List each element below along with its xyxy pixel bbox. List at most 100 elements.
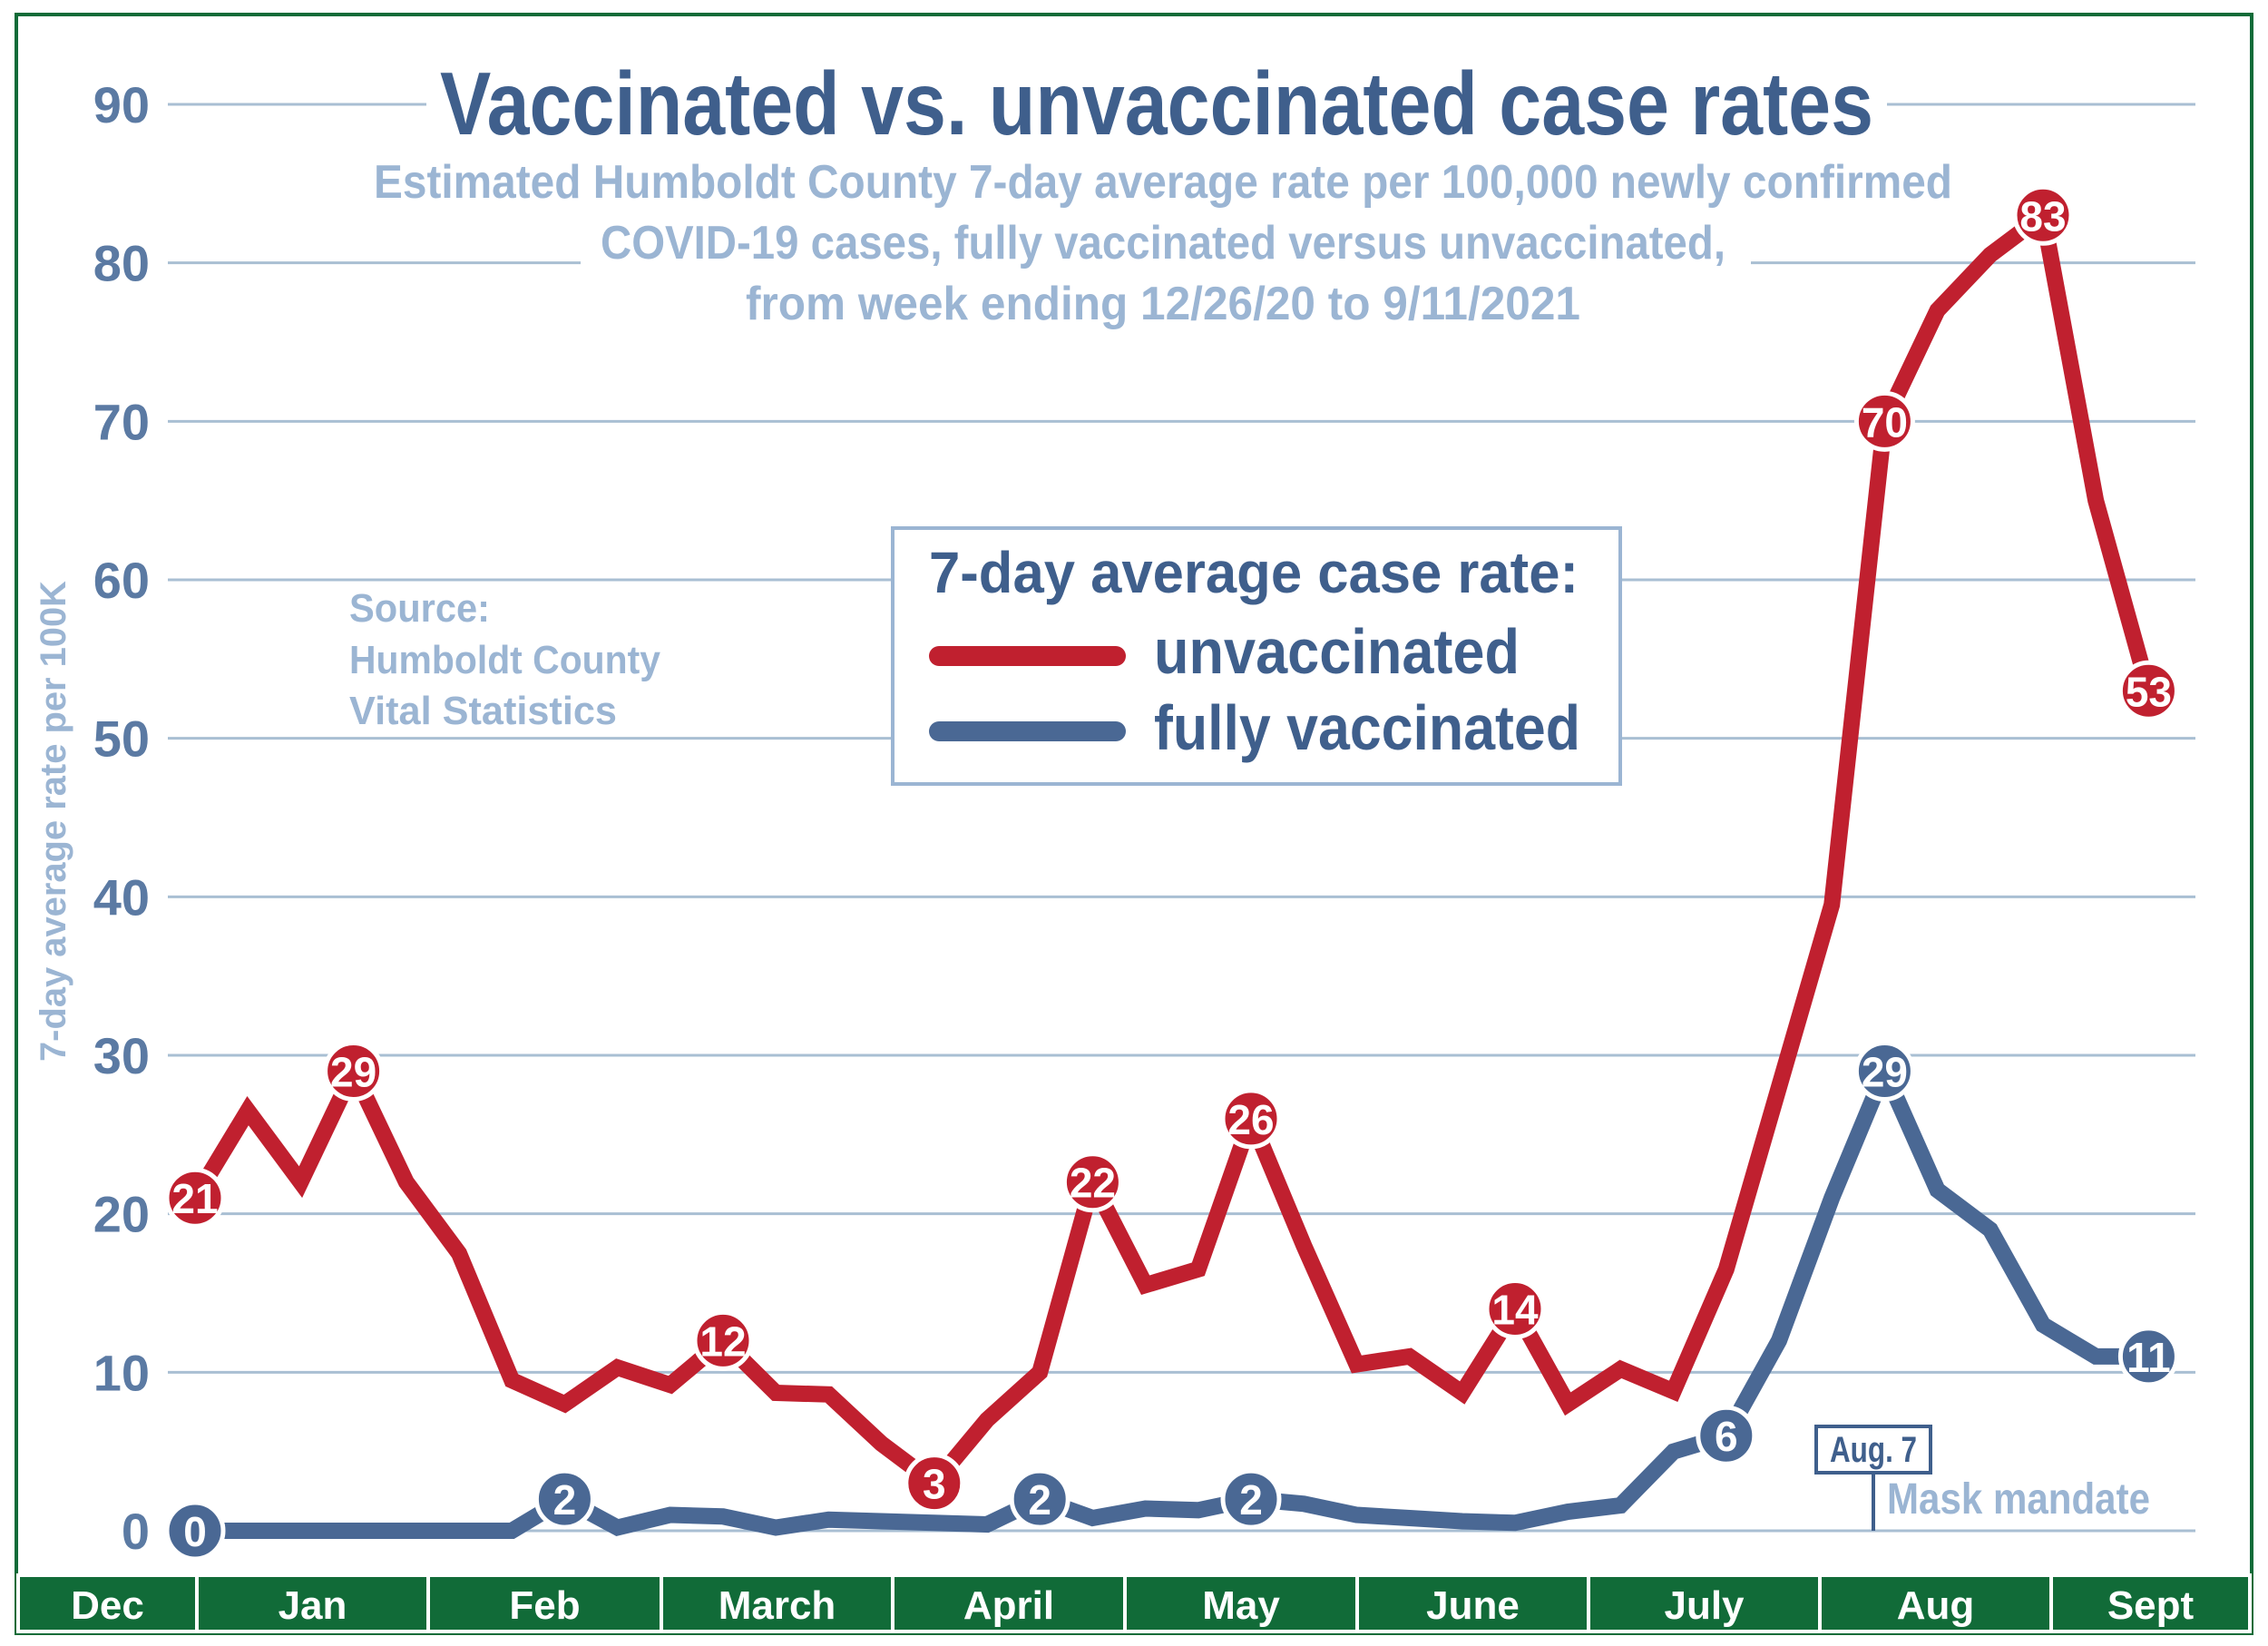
y-tick-label: 40: [93, 868, 150, 926]
annotation-date: Aug. 7: [1830, 1430, 1917, 1470]
data-label-marker: [1220, 1088, 1282, 1150]
month-axis-bar: Dec Jan Feb March April May June July Aug Sept: [16, 1573, 2252, 1633]
subtitle-backdrop: [581, 227, 1751, 327]
month-cell: [663, 1577, 891, 1630]
x-month-label: Dec: [71, 1583, 144, 1628]
data-label-text: 29: [330, 1048, 376, 1095]
data-label: 2: [533, 1468, 595, 1530]
y-tick-label: 0: [122, 1503, 150, 1560]
data-label: 83: [2012, 184, 2074, 246]
x-month-label: April: [963, 1583, 1054, 1628]
legend-label-unvaccinated: unvaccinated: [1154, 616, 1520, 687]
series-line-unvaccinated: [188, 201, 2157, 1494]
chart-subtitle-line-1: Estimated Humboldt County 7-day average …: [374, 156, 1952, 209]
data-label: 26: [1220, 1088, 1282, 1150]
x-month-label: June: [1426, 1583, 1520, 1628]
data-label-marker: [1220, 1468, 1282, 1530]
data-label: 0: [164, 1500, 226, 1562]
data-label: 29: [1853, 1040, 1915, 1102]
x-month-label: Feb: [509, 1583, 580, 1628]
data-label-text: 14: [1491, 1286, 1539, 1333]
month-cell: [894, 1577, 1123, 1630]
y-tick-label: 60: [93, 552, 150, 609]
data-label: 12: [692, 1309, 754, 1371]
data-label-marker: [1061, 1151, 1123, 1213]
data-label-text: 0: [183, 1508, 207, 1555]
data-label-marker: [1853, 390, 1915, 452]
y-axis-label: 7-day average rate per 100K: [34, 581, 73, 1062]
data-label: 2: [1009, 1468, 1070, 1530]
data-label-marker: [2117, 1326, 2179, 1387]
source-line-3: Vital Statistics: [349, 689, 617, 733]
series-line-fully-vaccinated: [195, 1050, 2149, 1539]
data-label-text: 22: [1070, 1160, 1116, 1207]
data-label-text: 2: [1028, 1476, 1051, 1524]
x-month-label: Jan: [279, 1583, 347, 1628]
y-axis-ticks: 0 10 20 30 40 50 60 70 80 90: [93, 76, 150, 1560]
data-label-marker: [1009, 1468, 1070, 1530]
data-label-marker: [2012, 184, 2074, 246]
chart-subtitle-line-3: from week ending 12/26/20 to 9/11/2021: [746, 278, 1580, 330]
data-label: 14: [1484, 1278, 1546, 1339]
data-label-marker: [323, 1040, 385, 1102]
data-label-text: 6: [1715, 1413, 1738, 1460]
y-tick-label: 50: [93, 710, 150, 768]
x-month-label: Sept: [2107, 1583, 2195, 1628]
data-label-marker: [1484, 1278, 1546, 1339]
source-line-1: Source:: [349, 586, 490, 631]
chart-subtitle-line-2: COVID-19 cases, fully vaccinated versus …: [601, 217, 1725, 269]
chart-title-group: Vaccinated vs. unvaccinated case rates E…: [374, 54, 1952, 330]
legend-title: 7-day average case rate:: [929, 540, 1579, 605]
data-label-marker: [1853, 1040, 1915, 1102]
data-label-marker: [692, 1309, 754, 1371]
y-tick-label: 70: [93, 393, 150, 450]
month-cell: [1359, 1577, 1587, 1630]
month-cell: [430, 1577, 660, 1630]
data-label-text: 2: [1239, 1476, 1263, 1524]
data-label-text: 21: [171, 1175, 218, 1222]
data-label-marker: [1696, 1405, 1757, 1466]
month-cell: [199, 1577, 426, 1630]
x-month-label: July: [1664, 1583, 1745, 1628]
y-tick-label: 10: [93, 1344, 150, 1401]
data-label-text: 70: [1862, 398, 1908, 446]
data-label-marker: [2117, 660, 2179, 721]
data-label-text: 2: [553, 1476, 577, 1524]
legend: 7-day average case rate: unvaccinated fu…: [891, 526, 1622, 786]
data-label-text: 26: [1227, 1096, 1274, 1143]
data-label: 3: [904, 1453, 965, 1514]
data-label-text: 3: [923, 1461, 946, 1508]
mask-mandate-annotation: Aug. 7 Mask mandate: [1814, 1425, 2150, 1531]
data-label-marker: [164, 1167, 226, 1229]
y-tick-label: 90: [93, 76, 150, 133]
data-label: 70: [1853, 390, 1915, 452]
data-label-text: 29: [1862, 1048, 1908, 1095]
data-label-marker: [904, 1453, 965, 1514]
annotation-date-box: [1814, 1425, 1932, 1475]
y-tick-label: 30: [93, 1027, 150, 1084]
x-month-label: March: [719, 1583, 836, 1628]
legend-label-vaccinated: fully vaccinated: [1154, 692, 1580, 763]
data-label: 29: [323, 1040, 385, 1102]
data-label-marker: [164, 1500, 226, 1562]
y-tick-label: 80: [93, 235, 150, 292]
data-label-text: 83: [2019, 192, 2066, 240]
data-label-marker: [533, 1468, 595, 1530]
month-cell: [1127, 1577, 1355, 1630]
data-label-text: 11: [2126, 1334, 2171, 1381]
data-label-text: 53: [2126, 668, 2172, 715]
data-label-text: 12: [699, 1318, 746, 1365]
month-cell: [20, 1577, 195, 1630]
x-month-label: Aug: [1897, 1583, 1975, 1628]
data-label: 2: [1220, 1468, 1282, 1530]
data-label: 53: [2117, 660, 2179, 721]
data-label: 6: [1696, 1405, 1757, 1466]
title-backdrop: [426, 54, 1887, 154]
month-cell: [1822, 1577, 2049, 1630]
y-tick-label: 20: [93, 1186, 150, 1243]
data-label: 11: [2117, 1326, 2179, 1387]
month-cell: [2053, 1577, 2248, 1630]
month-cell: [1590, 1577, 1818, 1630]
